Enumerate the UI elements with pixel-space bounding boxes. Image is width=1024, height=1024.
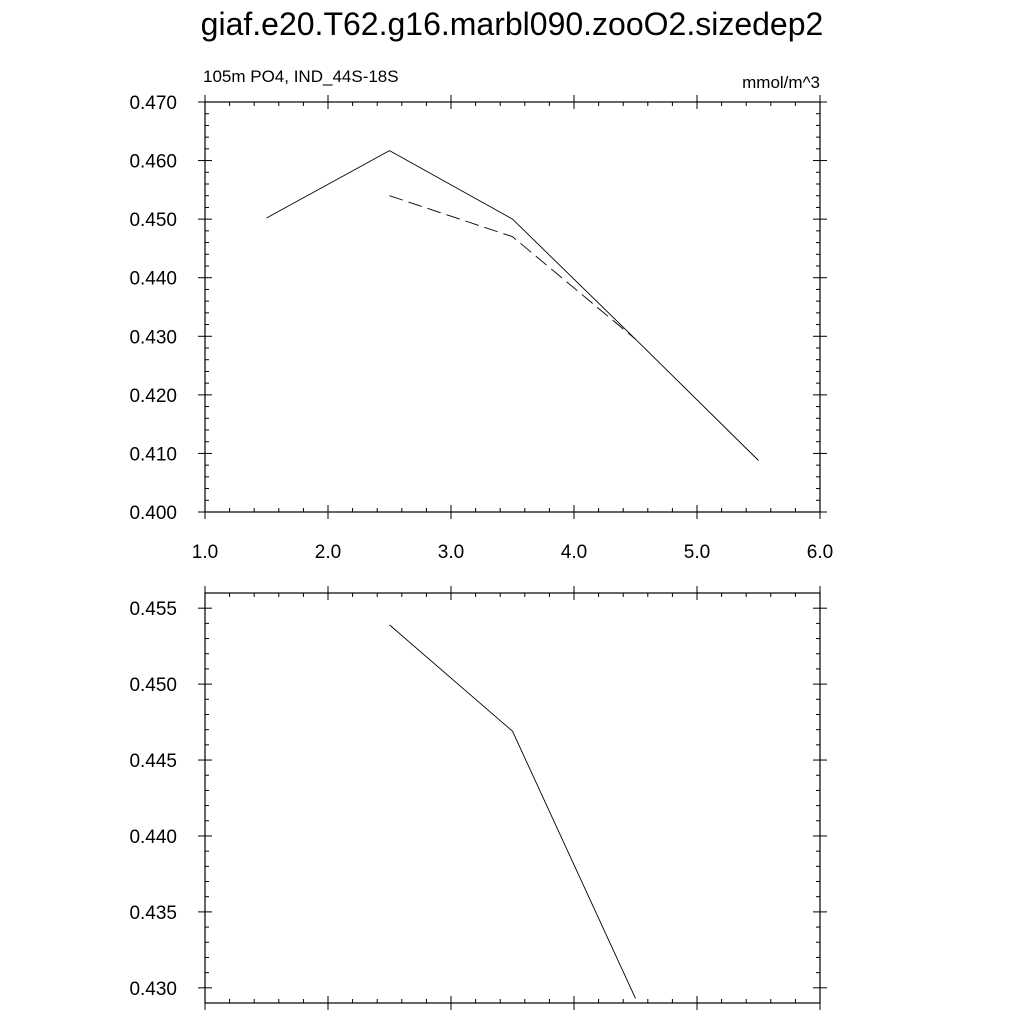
panel-2-y-tick-label: 0.440 — [129, 827, 177, 848]
panel-1-x-tick-label: 1.0 — [192, 542, 218, 563]
panel-1-x-tick-label: 3.0 — [438, 542, 464, 563]
panel-1-x-tick-label: 5.0 — [684, 542, 710, 563]
panel-1-y-tick-label: 0.430 — [129, 327, 177, 348]
panel-2-y-tick-label: 0.430 — [129, 979, 177, 1000]
panel-1-y-tick-label: 0.440 — [129, 269, 177, 290]
panel-1-y-tick-label: 0.420 — [129, 386, 177, 407]
panel-1-left-label: 105m PO4, IND_44S-18S — [203, 67, 399, 86]
panel-1-plot-frame — [204, 101, 821, 513]
page-title: giaf.e20.T62.g16.marbl090.zooO2.sizedep2 — [200, 6, 824, 42]
panel-2-plot-frame — [204, 592, 821, 1004]
panel-2-y-tick-label: 0.455 — [129, 599, 177, 620]
panel-2-y-tick-label: 0.445 — [129, 751, 177, 772]
panel-1-y-tick-label: 0.470 — [129, 93, 177, 114]
panel-1-series-2-line — [389, 195, 636, 340]
panel-1-x-tick-label: 4.0 — [561, 542, 587, 563]
panel-2-y-tick-label: 0.435 — [129, 903, 177, 924]
panel-1-y-tick-label: 0.450 — [129, 210, 177, 231]
panel-1-y-tick-label: 0.460 — [129, 152, 177, 173]
panel-2-series-1-line — [389, 624, 636, 999]
panel-1-series-1-line — [266, 150, 759, 461]
panel-1-x-tick-label: 2.0 — [315, 542, 341, 563]
panel-1-x-tick-label: 6.0 — [807, 542, 833, 563]
panel-2-y-tick-label: 0.450 — [129, 675, 177, 696]
panel-1-right-label: mmol/m^3 — [742, 73, 820, 92]
panel-1-y-tick-label: 0.400 — [129, 503, 177, 524]
panel-1-y-tick-label: 0.410 — [129, 444, 177, 465]
